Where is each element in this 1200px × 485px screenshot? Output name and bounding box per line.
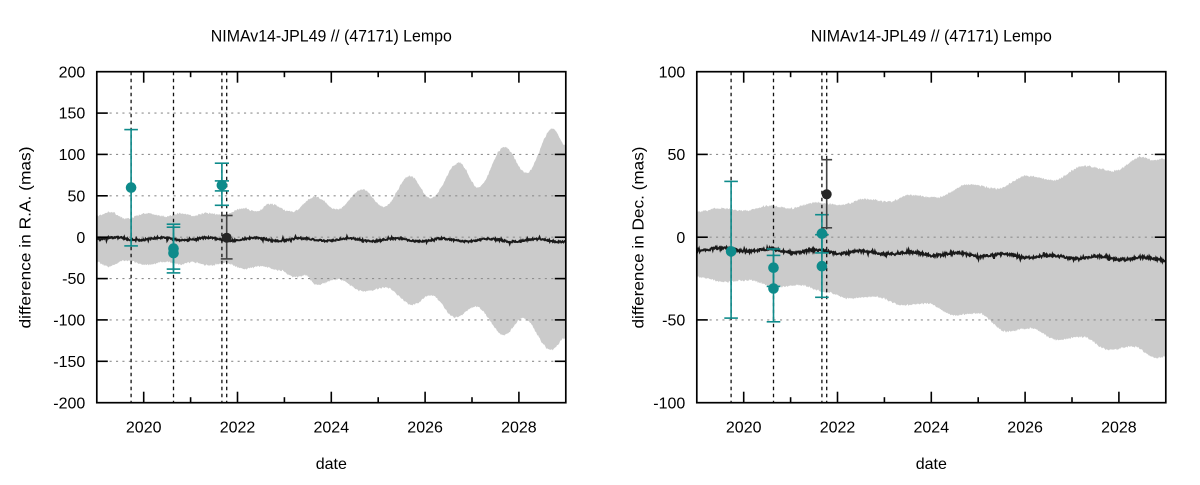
svg-text:50: 50 (68, 188, 86, 205)
svg-text:2024: 2024 (914, 420, 950, 437)
svg-text:-150: -150 (53, 354, 85, 371)
svg-text:-100: -100 (53, 313, 85, 330)
svg-text:2028: 2028 (1101, 420, 1137, 437)
svg-text:date: date (316, 456, 347, 473)
svg-text:2020: 2020 (726, 420, 762, 437)
svg-text:2026: 2026 (407, 420, 443, 437)
svg-text:-50: -50 (62, 271, 85, 288)
svg-text:200: 200 (59, 64, 86, 81)
svg-text:date: date (916, 456, 947, 473)
svg-text:0: 0 (676, 230, 685, 247)
svg-text:2028: 2028 (501, 420, 537, 437)
svg-text:-200: -200 (53, 395, 85, 412)
svg-text:150: 150 (59, 106, 86, 123)
svg-text:100: 100 (59, 147, 86, 164)
svg-text:-50: -50 (662, 313, 685, 330)
svg-text:100: 100 (659, 64, 686, 81)
svg-text:-100: -100 (653, 395, 685, 412)
svg-text:2022: 2022 (220, 420, 256, 437)
svg-text:2026: 2026 (1007, 420, 1043, 437)
svg-text:0: 0 (76, 230, 85, 247)
svg-text:NIMAv14-JPL49 // (47171) Lempo: NIMAv14-JPL49 // (47171) Lempo (211, 26, 452, 45)
svg-text:difference in Dec. (mas): difference in Dec. (mas) (631, 147, 648, 329)
svg-text:2024: 2024 (314, 420, 350, 437)
svg-text:NIMAv14-JPL49 // (47171) Lempo: NIMAv14-JPL49 // (47171) Lempo (811, 26, 1052, 45)
svg-text:2020: 2020 (126, 420, 162, 437)
svg-text:2022: 2022 (820, 420, 856, 437)
svg-text:50: 50 (668, 147, 686, 164)
svg-text:difference in R.A. (mas): difference in R.A. (mas) (18, 147, 35, 329)
